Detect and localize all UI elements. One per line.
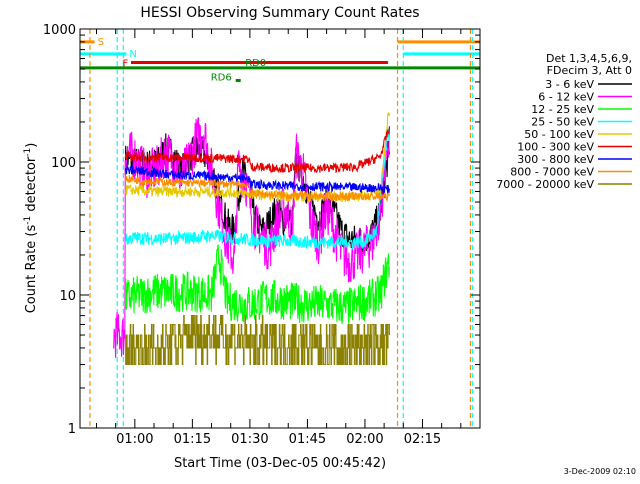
- legend-entry-label: 800 - 7000 keV: [510, 166, 594, 179]
- series-line-100-to-300keV-kev: [124, 126, 390, 174]
- y-tick-label: 10: [59, 289, 76, 304]
- y-axis-title-sup2: -1: [23, 148, 33, 157]
- legend-header-line: Det 1,3,4,5,6,9,: [546, 52, 632, 65]
- flag-label-f: F: [123, 58, 129, 69]
- series-line-800-to-7000keV-kev: [124, 175, 390, 203]
- x-axis-title: Start Time (03-Dec-05 00:45:42): [174, 456, 386, 471]
- y-axis-title: Count Rate (s-1 detector-1): [23, 143, 39, 314]
- y-axis-title-mid: detector: [24, 156, 39, 216]
- series-line-7000-to-20000keV-kev: [125, 315, 390, 366]
- x-tick-label: 01:00: [116, 432, 153, 447]
- y-axis-title-sup1: -1: [23, 216, 33, 225]
- flag-label-rd0: RD0: [245, 58, 266, 69]
- data-group: [80, 29, 480, 428]
- y-tick-label: 1: [68, 422, 76, 437]
- legend-entry-label: 300 - 800 keV: [517, 153, 594, 166]
- y-axis-title-main: Count Rate (s: [24, 225, 39, 314]
- x-tick-label: 01:30: [231, 432, 268, 447]
- y-tick-label: 1000: [43, 23, 76, 38]
- y-tick-label: 100: [51, 156, 76, 171]
- legend-entry-label: 7000 - 20000 keV: [496, 178, 594, 191]
- legend-entry-label: 50 - 100 keV: [524, 128, 594, 141]
- flag-label-n: N: [129, 49, 136, 60]
- x-tick-label: 02:00: [346, 432, 383, 447]
- series-line-300-to-800keV-kev: [124, 165, 390, 194]
- legend-entry-label: 6 - 12 keV: [538, 91, 594, 104]
- legend: Det 1,3,4,5,6,9,FDecim 3, Att 03 - 6 keV…: [496, 52, 632, 191]
- plot-frame: [79, 28, 481, 429]
- flag-label-s: S: [98, 37, 104, 48]
- series-line-50-to-100keV-kev: [125, 111, 390, 203]
- legend-header-line: FDecim 3, Att 0: [547, 64, 632, 77]
- series-line-12-to-25keV-kev: [124, 244, 390, 324]
- legend-entry-label: 100 - 300 keV: [517, 141, 594, 154]
- legend-entry-label: 12 - 25 keV: [531, 103, 594, 116]
- x-tick-label: 02:15: [404, 432, 441, 447]
- plot-layer: 1 10 100 1000 01:00 01:15 01:30 01:45 02:00 02:15…: [43, 23, 481, 447]
- legend-entry-label: 25 - 50 keV: [531, 116, 594, 129]
- x-tick-label: 01:15: [174, 432, 211, 447]
- legend-entry-label: 3 - 6 keV: [545, 78, 594, 91]
- x-tick-label: 01:45: [289, 432, 326, 447]
- flag-label-rd6: RD6: [211, 72, 232, 83]
- y-axis-title-end: ): [24, 143, 39, 148]
- series-line-25-to-50keV-kev: [124, 128, 390, 251]
- footer-timestamp: 3-Dec-2009 02:10: [564, 467, 636, 476]
- chart-title: HESSI Observing Summary Count Rates: [140, 5, 419, 21]
